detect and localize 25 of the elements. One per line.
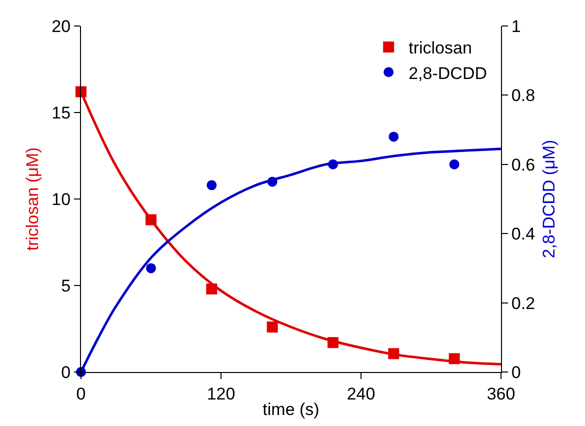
point xyxy=(449,159,460,170)
x-tick-label: 0 xyxy=(76,384,86,404)
y2-axis-title: 2,8-DCDD (μM) xyxy=(539,140,558,258)
point xyxy=(266,322,278,333)
y-tick-label: 0 xyxy=(61,362,71,382)
y-tick-label: 10 xyxy=(52,190,71,209)
y-axis-title: triclosan (μM) xyxy=(23,147,42,251)
legend-label: 2,8-DCDD xyxy=(408,64,488,83)
y2-tick-label: 0.8 xyxy=(511,86,536,106)
point xyxy=(206,180,217,190)
x-tick-label: 120 xyxy=(206,384,236,404)
y-tick-label: 20 xyxy=(52,16,71,36)
y2-tick-label: 0.4 xyxy=(511,224,536,244)
point xyxy=(388,132,399,142)
y-tick-label: 5 xyxy=(61,276,71,296)
x-tick-label: 360 xyxy=(486,384,516,404)
y2-tick-label: 1 xyxy=(511,16,521,36)
point xyxy=(146,263,156,274)
y2-tick-label: 0.2 xyxy=(511,294,536,313)
x-tick-label: 240 xyxy=(346,384,376,404)
y2-tick-label: 0.6 xyxy=(511,155,536,174)
x-axis-title: time (s) xyxy=(262,400,320,419)
y-tick-label: 15 xyxy=(52,103,71,122)
y2-tick-label: 0 xyxy=(511,362,521,382)
legend-label: triclosan xyxy=(408,38,472,58)
